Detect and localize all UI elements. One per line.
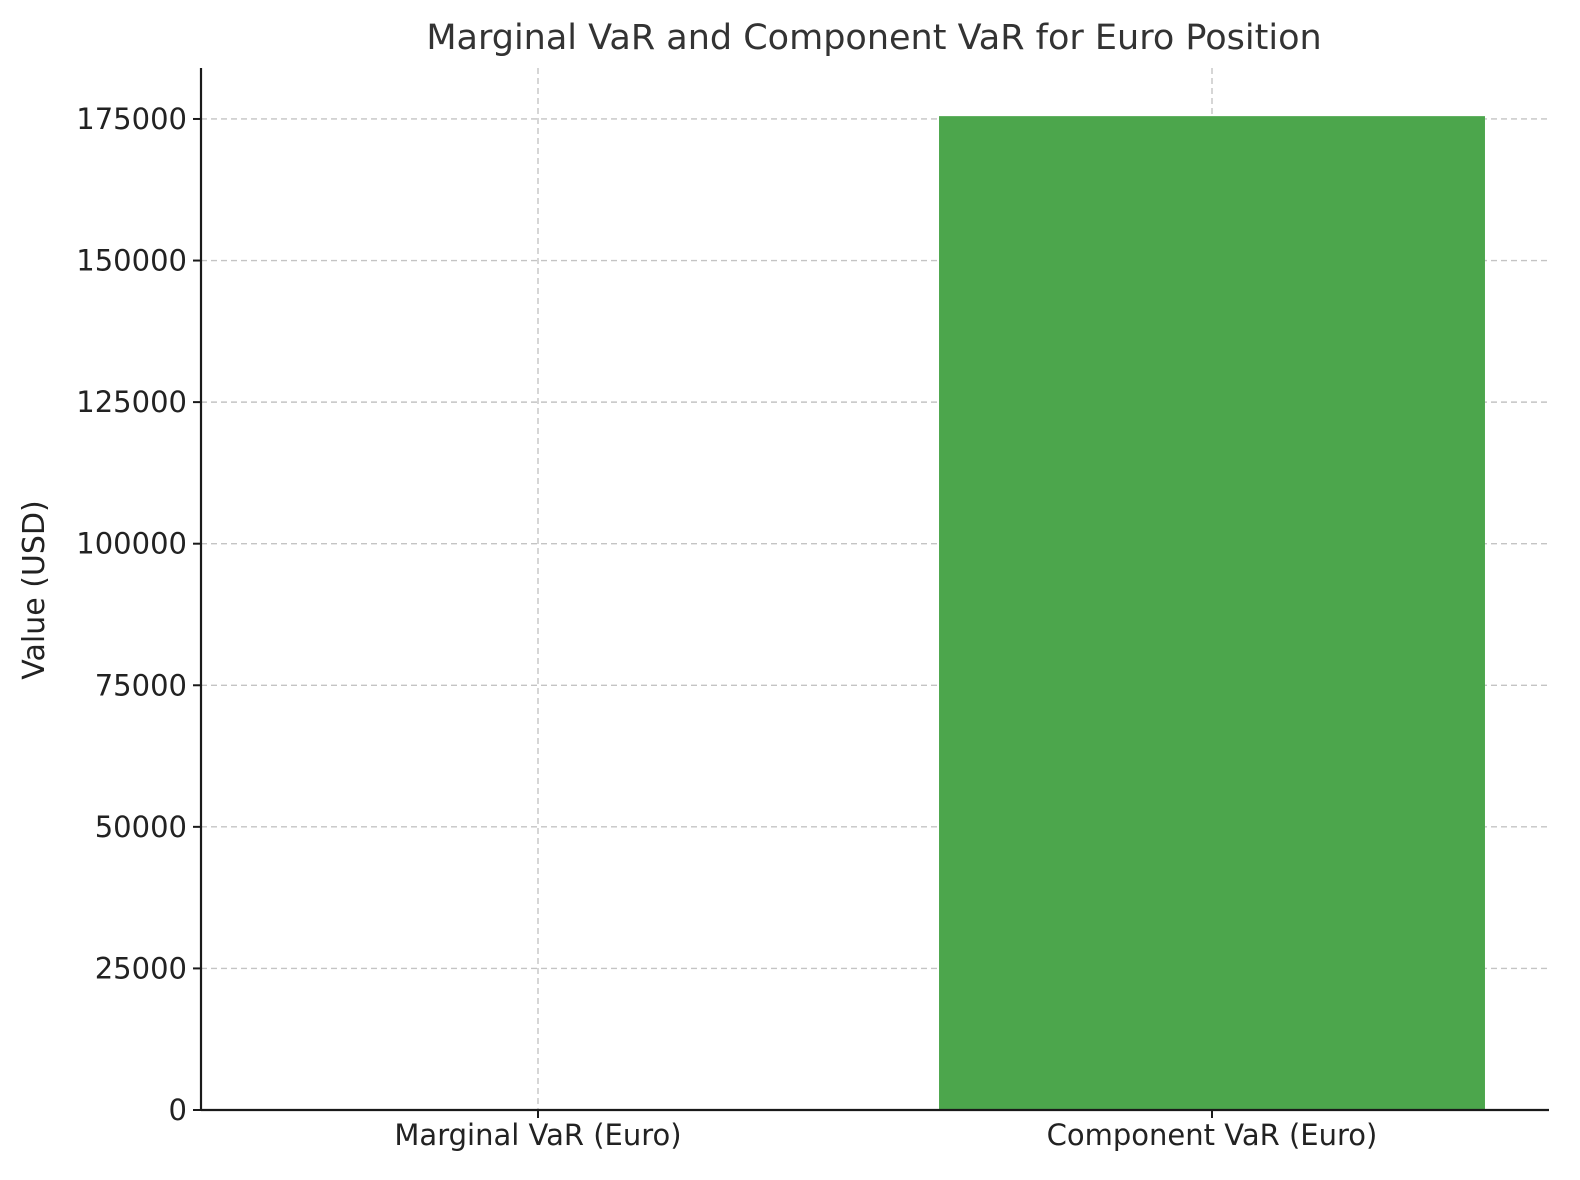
x-axis: Marginal VaR (Euro) Component VaR (Euro) [201,1108,1549,1152]
bars [265,116,1485,1111]
grid-lines [201,68,1549,1110]
y-tick-label: 0 [169,1093,187,1127]
y-tick-label: 50000 [95,810,187,844]
y-axis-label: Value (USD) [17,500,52,679]
bar-2 [939,116,1485,1111]
y-tick-label: 25000 [95,951,187,985]
y-tick-label: 75000 [95,668,187,702]
y-tick-label: 150000 [76,244,187,278]
y-tick-label: 100000 [76,527,187,561]
chart-title: Marginal VaR and Component VaR for Euro … [426,18,1321,58]
y-tick-label: 125000 [76,385,187,419]
x-tick-label: Marginal VaR (Euro) [394,1118,681,1152]
y-tick-label: 175000 [76,102,187,136]
y-axis: 0 25000 50000 75000 100000 125000 150000 175000 [76,68,203,1127]
x-tick-label: Component VaR (Euro) [1047,1118,1378,1152]
